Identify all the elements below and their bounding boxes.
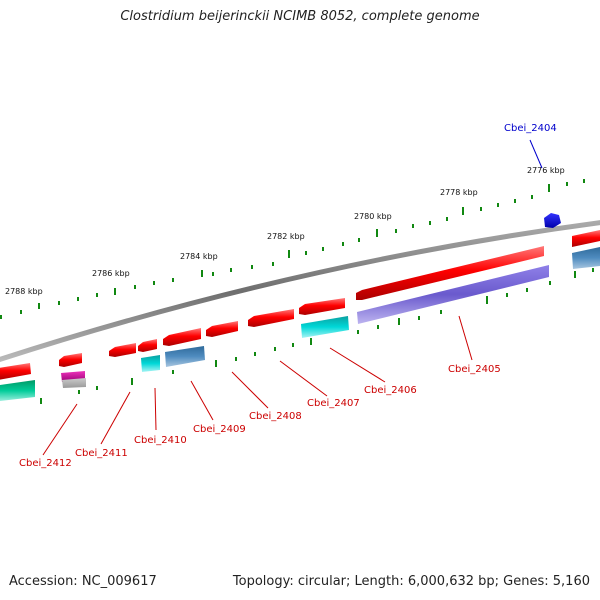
page-title: Clostridium beijerinckii NCIMB 8052, com…: [120, 9, 480, 24]
accession-text: Accession: NC_009617: [9, 574, 157, 589]
genome-summary-text: Topology: circular; Length: 6,000,632 bp…: [232, 574, 590, 589]
gene-right-edge-arrow: [572, 230, 600, 247]
gene-cbei-2408-arrow[interactable]: [206, 321, 238, 337]
genome-backbone: [0, 220, 600, 363]
kbp-label: 2778 kbp: [440, 188, 478, 197]
kbp-label: 2776 kbp: [527, 166, 565, 175]
leader-lines: [42, 139, 543, 456]
gene-cbei-2411-arrow[interactable]: [109, 343, 136, 357]
gene-cbei-2409-arrow[interactable]: [163, 328, 201, 346]
kbp-label: 2788 kbp: [5, 287, 43, 296]
gene-cbei-2412-arrow[interactable]: [59, 353, 82, 367]
cyan-feature: [301, 316, 349, 338]
gene-label-cbei-2404[interactable]: Cbei_2404: [504, 123, 557, 134]
teal-feature: [0, 380, 35, 401]
purple-feature: [357, 265, 549, 324]
gene-label-cbei-2406[interactable]: Cbei_2406: [364, 385, 417, 396]
gene-cbei-2410-arrow[interactable]: [138, 339, 157, 352]
kbp-label: 2784 kbp: [180, 252, 218, 261]
gene-label-cbei-2412[interactable]: Cbei_2412: [19, 458, 72, 469]
gene-label-cbei-2407[interactable]: Cbei_2407: [307, 398, 360, 409]
kbp-label: 2780 kbp: [354, 212, 392, 221]
steel-feature: [572, 247, 600, 269]
gene-cbei-2404-arrow[interactable]: [544, 213, 561, 228]
gene-label-cbei-2410[interactable]: Cbei_2410: [134, 435, 187, 446]
outer-tick-ring: [0, 179, 585, 319]
gray-feature: [62, 378, 86, 388]
gene-left-edge-arrow: [0, 363, 31, 380]
gene-label-cbei-2411[interactable]: Cbei_2411: [75, 448, 128, 459]
gene-label-cbei-2409[interactable]: Cbei_2409: [193, 424, 246, 435]
cyan-feature: [141, 355, 160, 372]
steel-feature: [165, 346, 205, 367]
inner-tick-ring: [40, 268, 594, 404]
gene-label-cbei-2405[interactable]: Cbei_2405: [448, 364, 501, 375]
outer-strand-genes: [0, 230, 600, 380]
gene-cbei-2405-arrow[interactable]: [356, 246, 544, 300]
kbp-label: 2786 kbp: [92, 269, 130, 278]
gene-cbei-2407-arrow[interactable]: [248, 309, 294, 327]
kbp-label: 2782 kbp: [267, 232, 305, 241]
gene-cbei-2406-arrow[interactable]: [299, 298, 345, 315]
gene-label-cbei-2408[interactable]: Cbei_2408: [249, 411, 302, 422]
